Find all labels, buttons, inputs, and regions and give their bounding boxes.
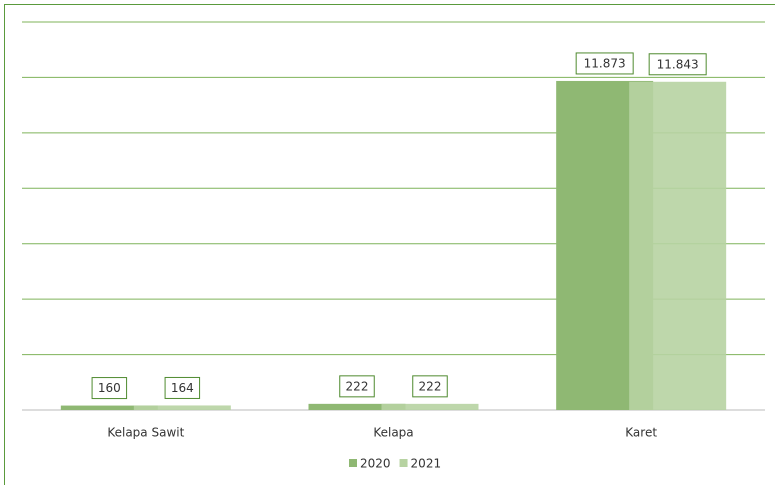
x-tick-label: Kelapa	[373, 426, 413, 440]
legend-label: 2020	[360, 457, 391, 471]
chart-border	[4, 4, 775, 485]
x-tick-label: Karet	[625, 426, 657, 440]
x-tick-label: Kelapa Sawit	[107, 426, 184, 440]
legend-label: 2021	[411, 457, 442, 471]
data-label: 164	[171, 381, 194, 395]
data-label-box	[91, 377, 128, 400]
data-label-box	[164, 376, 201, 399]
data-label: 160	[98, 381, 121, 395]
bar	[133, 405, 231, 410]
data-label-box	[648, 53, 707, 76]
data-label-box	[575, 52, 634, 75]
bar	[381, 403, 479, 410]
legend-swatch	[399, 459, 408, 467]
data-label-box	[412, 375, 448, 398]
data-label: 222	[419, 379, 442, 393]
data-label: 222	[346, 379, 369, 393]
bar	[308, 403, 406, 410]
bar	[629, 81, 727, 410]
data-label: 11.873	[584, 56, 626, 70]
bar	[60, 405, 158, 410]
data-label-box	[339, 375, 375, 398]
data-label: 11.843	[657, 57, 699, 71]
legend-swatch	[349, 459, 357, 467]
